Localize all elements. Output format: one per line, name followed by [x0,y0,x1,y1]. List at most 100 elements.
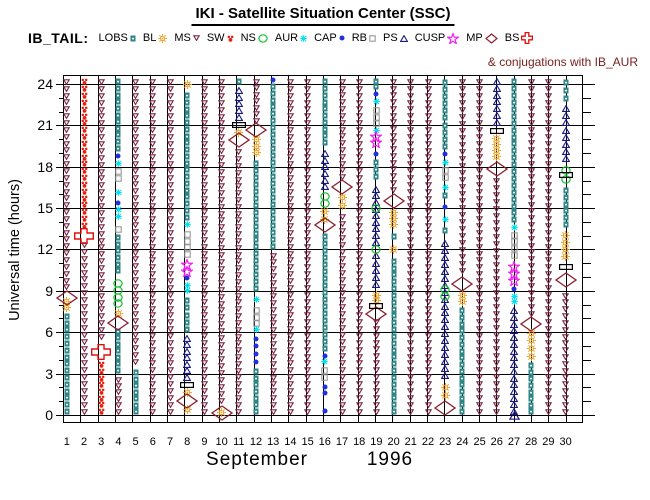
symbol-ms-icon [355,154,363,161]
symbol-ps-icon [234,86,244,94]
symbol-ms-icon [493,332,501,339]
symbol-ms-icon [407,257,415,264]
symbol-ms-icon [527,201,535,209]
symbol-lobs-icon [270,229,276,236]
symbol-ms-icon [355,264,363,271]
symbol-ps-icon [492,84,502,92]
symbol-ms-icon [166,257,174,264]
symbol-ms-icon [544,99,553,107]
symbol-ms-icon [493,304,501,311]
symbol-ms-icon [303,360,312,367]
symbol-ms-icon [252,104,260,112]
symbol-ms-icon [63,168,71,175]
symbol-ns-icon [258,33,268,43]
symbol-ms-icon [97,334,105,341]
symbol-ms-icon [269,374,277,382]
symbol-ps-icon [440,253,450,261]
symbol-ms-icon [149,305,157,313]
symbol-ms-icon [166,216,174,223]
symbol-ms-icon [475,216,484,223]
symbol-ms-icon [544,360,553,367]
symbol-ms-icon [252,78,260,86]
symbol-ms-icon [561,354,570,361]
symbol-ms-icon [544,79,553,86]
symbol-ms-icon [166,312,174,319]
symbol-ms-icon [527,310,535,318]
symbol-rb-icon [183,244,191,252]
symbol-ms-icon [303,340,312,347]
symbol-bar-icon [231,122,246,129]
symbol-aur-icon [115,160,122,168]
legend-item-label: MP [466,32,483,44]
symbol-ms-icon [544,216,553,223]
symbol-ms-icon [149,312,157,319]
symbol-ms-icon [372,326,381,333]
symbol-ms-icon [131,215,140,222]
symbol-rb-icon [252,320,260,327]
symbol-ms-icon [424,401,432,409]
symbol-lobs-icon [133,376,139,383]
symbol-ms-icon [338,167,346,174]
symbol-ms-icon [407,340,415,347]
y-right-tick [583,304,591,306]
symbol-ms-icon [527,133,535,140]
symbol-ms-icon [97,217,105,224]
symbol-ms-icon [475,120,484,127]
symbol-ms-icon [475,161,484,168]
symbol-lobs-icon [442,107,448,114]
x-tick-label-30: 30 [559,436,572,448]
symbol-ms-icon [458,163,467,170]
symbol-ms-icon [80,367,88,374]
symbol-ms-icon [235,245,243,252]
symbol-ps-icon [509,400,519,409]
symbol-ms-icon [475,223,484,230]
symbol-lobs-icon [373,83,379,90]
symbol-lobs-icon [184,193,190,200]
symbol-ms-icon [407,388,415,395]
symbol-ms-icon [166,127,174,134]
symbol-ms-icon [286,347,295,354]
y-minor-tick [59,346,63,348]
symbol-ms-icon [269,388,277,395]
symbol-ms-icon [338,133,346,140]
symbol-ps-icon [372,218,381,226]
symbol-ms-icon [80,248,88,256]
symbol-mp-icon [382,192,405,209]
symbol-lobs-icon [511,161,517,168]
symbol-ms-icon [80,346,88,353]
symbol-mp-icon [227,132,250,148]
y-minor-tick [59,111,63,113]
symbol-ms-icon [63,195,71,202]
symbol-ms-icon [475,147,484,155]
symbol-ms-icon [493,241,501,248]
symbol-ms-icon [355,333,363,340]
symbol-ms-icon [63,175,71,182]
symbol-ms-icon [80,325,88,332]
symbol-lobs-icon [115,112,121,119]
symbol-lobs-icon [511,113,517,120]
symbol-ms-icon [200,230,209,237]
symbol-ps-icon [182,366,192,375]
symbol-ms-icon [303,326,312,333]
symbol-ms-icon [424,134,432,141]
symbol-ms-icon [217,134,226,141]
symbol-ms-icon [355,401,363,409]
symbol-ms-icon [372,388,381,395]
x-tick-label-24: 24 [456,436,469,448]
day-boundary-line [219,75,220,423]
symbol-ms-icon [217,99,226,107]
symbol-ms-icon [303,230,312,237]
symbol-ms-icon [63,127,71,134]
symbol-lobs-icon [64,381,70,388]
symbol-ms-icon [97,134,105,141]
symbol-lobs-icon [115,145,121,152]
y-minor-tick [59,180,63,182]
symbol-ms-icon [458,254,467,261]
legend-item-cap: CAP [314,32,345,44]
symbol-ms-icon [355,202,363,210]
symbol-lobs-icon [459,348,465,355]
y-tick-label-21: 21 [37,117,53,134]
symbol-ms-icon [355,92,363,100]
symbol-lobs-icon [322,119,328,126]
symbol-bl-icon [526,351,536,361]
